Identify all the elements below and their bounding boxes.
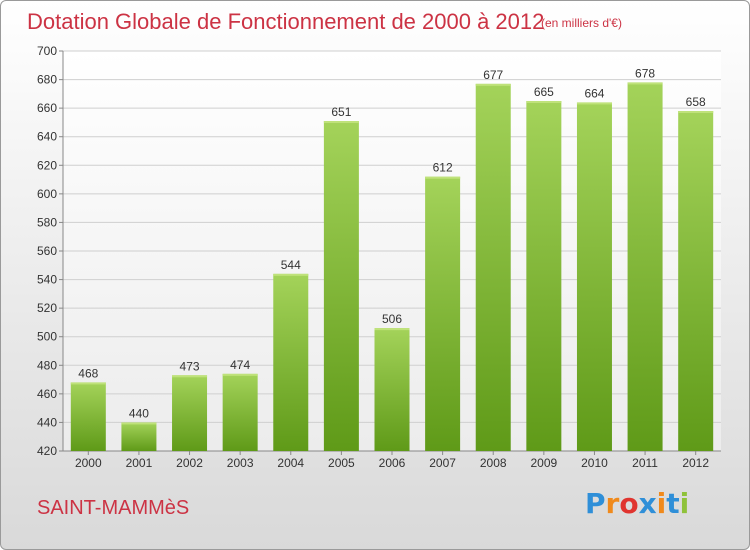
bar-top-highlight <box>425 176 461 179</box>
x-tick-label: 2010 <box>581 456 608 470</box>
bar-2002 <box>172 375 208 451</box>
y-tick-label: 440 <box>37 415 57 429</box>
commune-name: SAINT-MAMMèS <box>37 497 190 519</box>
y-tick-label: 680 <box>37 73 57 87</box>
bar-top-highlight <box>374 328 410 331</box>
y-tick-label: 540 <box>37 273 57 287</box>
y-tick-label: 420 <box>37 444 57 458</box>
logo-letter: r <box>605 487 620 520</box>
x-tick-label: 2004 <box>277 456 304 470</box>
y-tick-label: 560 <box>37 244 57 258</box>
value-label: 664 <box>584 86 604 100</box>
y-tick-label: 660 <box>37 101 57 115</box>
y-tick-label: 480 <box>37 358 57 372</box>
y-tick-label: 500 <box>37 330 57 344</box>
value-label: 506 <box>382 312 402 326</box>
x-tick-label: 2007 <box>429 456 456 470</box>
value-label: 677 <box>483 68 503 82</box>
proxiti-logo[interactable]: Proxiti <box>585 487 689 520</box>
value-label: 651 <box>331 105 351 119</box>
value-label: 544 <box>281 258 301 272</box>
chart-title: Dotation Globale de Fonctionnement de 20… <box>27 9 545 34</box>
bar-top-highlight <box>475 83 511 86</box>
logo-letter: t <box>666 487 680 520</box>
value-label: 473 <box>180 359 200 373</box>
x-tick-label: 2000 <box>75 456 102 470</box>
bar-2005 <box>323 121 359 451</box>
y-tick-label: 620 <box>37 158 57 172</box>
y-tick-label: 640 <box>37 130 57 144</box>
bar-2003 <box>222 373 258 451</box>
bar-top-highlight <box>273 273 309 276</box>
chart-unit: (en milliers d'€) <box>541 16 622 30</box>
value-label: 658 <box>686 95 706 109</box>
x-tick-label: 2009 <box>530 456 557 470</box>
bar-top-highlight <box>323 121 359 123</box>
y-tick-label: 700 <box>37 44 57 58</box>
bar-top-highlight <box>576 102 612 105</box>
bar-2012 <box>678 111 714 451</box>
x-tick-label: 2002 <box>176 456 203 470</box>
y-tick-label: 460 <box>37 387 57 401</box>
bar-top-highlight <box>627 82 663 85</box>
y-tick-label: 600 <box>37 187 57 201</box>
bar-2001 <box>121 422 157 451</box>
y-tick-label: 580 <box>37 215 57 229</box>
x-tick-label: 2006 <box>379 456 406 470</box>
bar-layer <box>70 82 714 451</box>
value-label: 468 <box>78 366 98 380</box>
x-tick-label: 2011 <box>632 456 658 470</box>
x-tick-label: 2008 <box>480 456 507 470</box>
x-tick-label: 2005 <box>328 456 355 470</box>
logo-letter: i <box>679 487 690 520</box>
bar-2011 <box>627 82 663 451</box>
x-tick-label: 2012 <box>682 456 709 470</box>
bar-2004 <box>273 273 309 451</box>
value-label: 612 <box>433 161 453 175</box>
value-label: 474 <box>230 358 250 372</box>
value-label: 665 <box>534 85 554 99</box>
x-tick-label: 2003 <box>227 456 254 470</box>
bar-top-highlight <box>526 101 562 103</box>
bar-top-highlight <box>121 422 157 425</box>
bar-top-highlight <box>678 111 714 113</box>
value-label: 678 <box>635 66 655 80</box>
logo-letter: P <box>585 487 606 520</box>
bar-top-highlight <box>70 382 106 385</box>
logo-letter: x <box>638 487 657 520</box>
bar-top-highlight <box>172 375 208 378</box>
bar-2008 <box>475 83 511 451</box>
y-tick-label: 520 <box>37 301 57 315</box>
bar-top-highlight <box>222 373 258 376</box>
bar-2009 <box>526 101 562 451</box>
logo-letter: i <box>656 487 667 520</box>
label-layer: 420 440 460 480 500 520 540 560 580 600 620 640 660 6… <box>37 44 709 470</box>
value-label: 440 <box>129 406 149 420</box>
logo-letter: o <box>619 487 639 520</box>
bar-2006 <box>374 328 410 451</box>
bar-2010 <box>576 102 612 451</box>
x-tick-label: 2001 <box>126 456 153 470</box>
bar-2000 <box>70 382 106 451</box>
bar-2007 <box>425 176 461 451</box>
